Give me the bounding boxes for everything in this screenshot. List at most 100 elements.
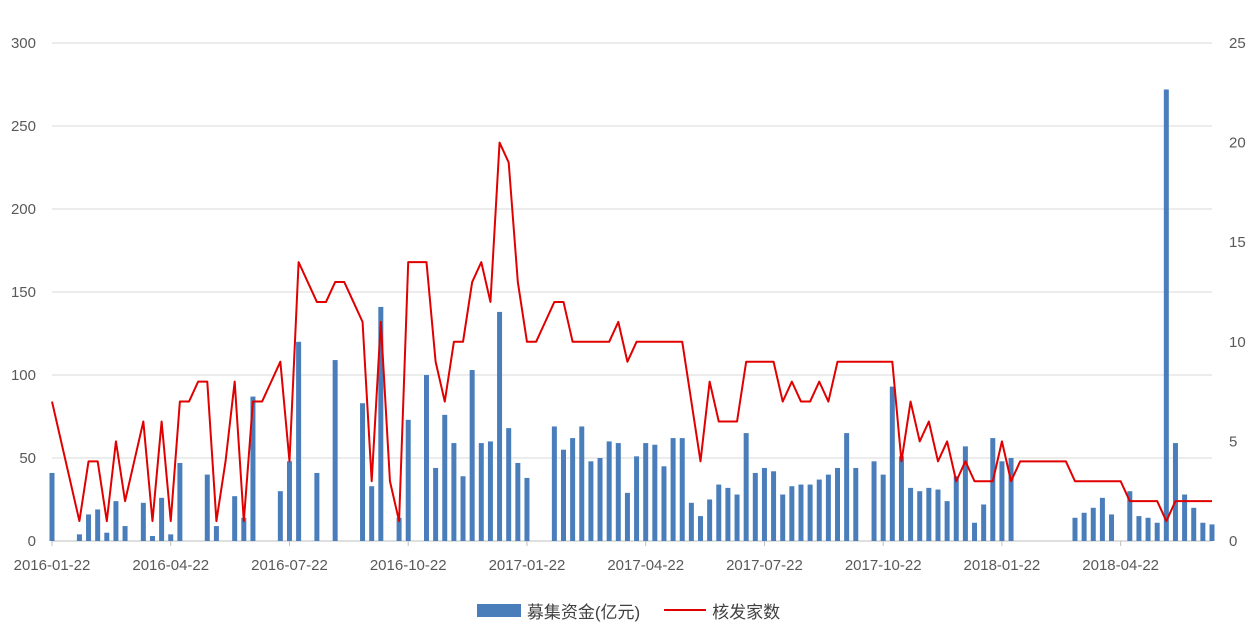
y-left-tick-label: 250 bbox=[11, 118, 36, 135]
bar bbox=[624, 492, 630, 541]
legend-swatch-bar bbox=[476, 603, 521, 617]
bar bbox=[853, 467, 859, 541]
y-right-tick-label: 25 bbox=[1229, 35, 1246, 52]
bar bbox=[981, 504, 987, 541]
legend-item-bar: 募集资金(亿元) bbox=[476, 598, 641, 623]
bar bbox=[707, 499, 713, 541]
line-series bbox=[51, 141, 1212, 523]
bar bbox=[789, 486, 795, 541]
bar bbox=[880, 474, 886, 541]
y-left-tick-label: 0 bbox=[28, 533, 36, 550]
bar bbox=[1209, 524, 1215, 541]
bar bbox=[1099, 497, 1105, 541]
bar bbox=[524, 477, 530, 541]
bar-series bbox=[49, 89, 1215, 541]
bar bbox=[944, 501, 950, 541]
bar bbox=[962, 446, 968, 541]
bar bbox=[935, 489, 941, 541]
bar bbox=[816, 479, 822, 541]
bar bbox=[780, 494, 786, 541]
bar bbox=[889, 386, 895, 541]
bar bbox=[515, 462, 521, 541]
y-left-tick-label: 150 bbox=[11, 284, 36, 301]
bar bbox=[661, 466, 667, 541]
x-tick-label: 2016-01-22 bbox=[14, 557, 91, 574]
bar bbox=[606, 441, 612, 541]
bar bbox=[460, 476, 466, 541]
bar bbox=[378, 306, 384, 541]
bar bbox=[478, 443, 484, 541]
bar bbox=[113, 501, 119, 541]
bar bbox=[1081, 512, 1087, 541]
bar bbox=[506, 428, 512, 541]
bar bbox=[168, 534, 174, 541]
y-left-tick-label: 200 bbox=[11, 201, 36, 218]
bar bbox=[140, 502, 146, 541]
legend-label-bar: 募集资金(亿元) bbox=[526, 602, 641, 622]
bar bbox=[232, 496, 238, 541]
bar bbox=[634, 456, 640, 541]
y-right-tick-label: 5 bbox=[1229, 433, 1237, 450]
bar bbox=[213, 526, 219, 541]
bar bbox=[1127, 491, 1133, 541]
gridlines bbox=[52, 42, 1212, 542]
bar bbox=[716, 484, 722, 541]
bar bbox=[953, 476, 959, 541]
x-tick-label: 2017-04-22 bbox=[607, 557, 684, 574]
bar bbox=[1136, 516, 1142, 541]
y-right-tick-label: 15 bbox=[1229, 234, 1246, 251]
bar bbox=[743, 433, 749, 541]
bar bbox=[898, 456, 904, 541]
x-tick-label: 2016-04-22 bbox=[132, 557, 209, 574]
x-tick-label: 2017-10-22 bbox=[845, 557, 922, 574]
bar bbox=[360, 403, 366, 541]
bar bbox=[752, 472, 758, 541]
bar bbox=[844, 433, 850, 541]
bar bbox=[177, 462, 183, 541]
bar bbox=[487, 441, 493, 541]
bar bbox=[1154, 522, 1160, 541]
bar bbox=[615, 443, 621, 541]
legend-label-line: 核发家数 bbox=[712, 602, 781, 622]
bar bbox=[643, 443, 649, 541]
bar bbox=[734, 494, 740, 541]
bar bbox=[972, 522, 978, 541]
x-tick-label: 2016-10-22 bbox=[370, 557, 447, 574]
bar bbox=[1200, 522, 1206, 541]
bar bbox=[807, 484, 813, 541]
bar bbox=[1191, 507, 1197, 541]
bar bbox=[405, 419, 411, 541]
y-left-tick-label: 300 bbox=[11, 35, 36, 52]
bar bbox=[560, 449, 566, 541]
legend-swatch-line bbox=[664, 609, 707, 611]
bar bbox=[670, 438, 676, 541]
bar bbox=[990, 438, 996, 541]
bar bbox=[332, 360, 338, 541]
y-left-tick-label: 100 bbox=[11, 367, 36, 384]
bar bbox=[1182, 494, 1188, 541]
bar bbox=[442, 414, 448, 541]
y-axis-right: 0 5 10 15 20 25 bbox=[1229, 35, 1246, 550]
bar bbox=[999, 461, 1005, 541]
bar bbox=[104, 532, 110, 541]
bar bbox=[1008, 458, 1014, 541]
bar bbox=[433, 467, 439, 541]
bar bbox=[908, 487, 914, 541]
bar bbox=[204, 474, 210, 541]
x-tick-label: 2017-01-22 bbox=[489, 557, 566, 574]
bar bbox=[588, 461, 594, 541]
y-axis-left: 0 50 100 150 200 250 300 bbox=[11, 35, 36, 550]
bar bbox=[1163, 89, 1169, 541]
bar bbox=[49, 472, 55, 541]
y-right-tick-label: 20 bbox=[1229, 135, 1246, 152]
x-tick-label: 2017-07-22 bbox=[726, 557, 803, 574]
bar bbox=[597, 458, 603, 541]
bar bbox=[451, 443, 457, 541]
bar bbox=[95, 509, 101, 541]
bar bbox=[423, 375, 429, 541]
bar bbox=[149, 536, 155, 541]
y-left-tick-label: 50 bbox=[19, 450, 36, 467]
x-tick-label: 2018-01-22 bbox=[964, 557, 1041, 574]
bar bbox=[652, 444, 658, 541]
bar bbox=[926, 487, 932, 541]
